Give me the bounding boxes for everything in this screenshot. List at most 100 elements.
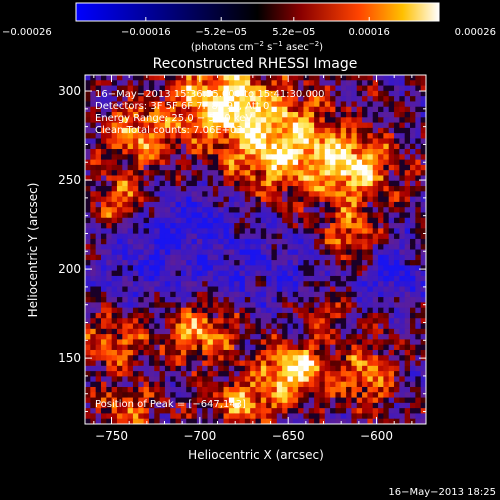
heatmap-cell bbox=[212, 312, 219, 319]
heatmap-cell bbox=[148, 106, 155, 113]
heatmap-cell bbox=[303, 212, 310, 219]
heatmap-cell bbox=[228, 207, 235, 214]
heatmap-cell bbox=[116, 323, 123, 330]
heatmap-cell bbox=[95, 90, 102, 97]
heatmap-cell bbox=[159, 302, 166, 309]
heatmap-cell bbox=[239, 408, 246, 415]
heatmap-cell bbox=[410, 244, 416, 251]
heatmap-cell bbox=[191, 207, 198, 214]
heatmap-cell bbox=[85, 244, 91, 251]
heatmap-cell bbox=[154, 217, 161, 224]
heatmap-cell bbox=[191, 371, 198, 378]
heatmap-cell bbox=[351, 223, 358, 229]
heatmap-cell bbox=[372, 392, 379, 399]
heatmap-cell bbox=[255, 138, 262, 145]
heatmap-cell bbox=[148, 238, 155, 245]
heatmap-cell bbox=[191, 334, 198, 340]
heatmap-cell bbox=[255, 143, 262, 150]
heatmap-cell bbox=[159, 344, 166, 351]
heatmap-cell bbox=[90, 408, 97, 415]
heatmap-cell bbox=[170, 402, 177, 409]
heatmap-cell bbox=[186, 260, 193, 266]
heatmap-cell bbox=[116, 344, 123, 351]
heatmap-cell bbox=[180, 138, 187, 145]
heatmap-cell bbox=[212, 80, 219, 87]
heatmap-cell bbox=[287, 201, 294, 208]
heatmap-cell bbox=[340, 154, 347, 161]
heatmap-cell bbox=[228, 386, 235, 393]
heatmap-cell bbox=[362, 233, 368, 240]
heatmap-cell bbox=[90, 413, 97, 420]
heatmap-cell bbox=[122, 334, 129, 340]
heatmap-cell bbox=[138, 143, 145, 150]
heatmap-cell bbox=[196, 381, 203, 388]
heatmap-cell bbox=[388, 180, 395, 187]
heatmap-cell bbox=[383, 223, 390, 229]
heatmap-cell bbox=[180, 291, 187, 298]
heatmap-cell bbox=[148, 80, 155, 87]
heatmap-cell bbox=[298, 323, 305, 330]
heatmap-cell bbox=[116, 339, 123, 346]
heatmap-cell bbox=[202, 85, 209, 92]
heatmap-cell bbox=[122, 96, 129, 103]
heatmap-cell bbox=[170, 371, 177, 378]
heatmap-cell bbox=[324, 360, 331, 367]
heatmap-cell bbox=[207, 233, 214, 240]
heatmap-cell bbox=[292, 191, 299, 198]
heatmap-cell bbox=[239, 127, 246, 134]
heatmap-cell bbox=[420, 207, 426, 214]
heatmap-cell bbox=[287, 112, 294, 118]
heatmap-cell bbox=[260, 143, 267, 150]
heatmap-cell bbox=[111, 365, 118, 372]
heatmap-cell bbox=[100, 344, 107, 351]
heatmap-cell bbox=[410, 318, 416, 325]
heatmap-cell bbox=[191, 238, 198, 245]
heatmap-cell bbox=[308, 408, 315, 415]
heatmap-cell bbox=[250, 328, 257, 335]
heatmap-cell bbox=[383, 397, 390, 404]
heatmap-cell bbox=[228, 275, 235, 282]
heatmap-cell bbox=[100, 238, 107, 245]
heatmap-cell bbox=[388, 302, 395, 309]
heatmap-cell bbox=[388, 328, 395, 335]
heatmap-cell bbox=[362, 85, 368, 92]
heatmap-cell bbox=[164, 180, 171, 187]
heatmap-cell bbox=[292, 291, 299, 298]
heatmap-cell bbox=[95, 381, 102, 388]
heatmap-cell bbox=[180, 249, 187, 256]
heatmap-cell bbox=[100, 249, 107, 256]
heatmap-cell bbox=[212, 408, 219, 415]
heatmap-cell bbox=[175, 307, 182, 314]
heatmap-cell bbox=[314, 418, 321, 424]
heatmap-cell bbox=[95, 154, 102, 161]
heatmap-cell bbox=[415, 291, 422, 298]
heatmap-cell bbox=[218, 175, 225, 182]
heatmap-cell bbox=[260, 323, 267, 330]
heatmap-cell bbox=[106, 408, 113, 415]
heatmap-cell bbox=[127, 365, 134, 372]
heatmap-cell bbox=[212, 402, 219, 409]
heatmap-cell bbox=[383, 302, 390, 309]
heatmap-cell bbox=[287, 149, 294, 155]
heatmap-cell bbox=[228, 96, 235, 103]
heatmap-cell bbox=[298, 196, 305, 203]
heatmap-cell bbox=[415, 143, 422, 150]
heatmap-cell bbox=[191, 233, 198, 240]
heatmap-cell bbox=[159, 233, 166, 240]
heatmap-cell bbox=[314, 138, 321, 145]
heatmap-cell bbox=[298, 328, 305, 335]
heatmap-cell bbox=[132, 117, 139, 124]
heatmap-cell bbox=[164, 101, 171, 108]
heatmap-cell bbox=[186, 408, 193, 415]
heatmap-cell bbox=[239, 201, 246, 208]
heatmap-cell bbox=[175, 365, 182, 372]
heatmap-cell bbox=[85, 381, 91, 388]
heatmap-cell bbox=[378, 101, 384, 108]
heatmap-cell bbox=[420, 244, 426, 251]
heatmap-cell bbox=[127, 207, 134, 214]
heatmap-cell bbox=[164, 265, 171, 272]
heatmap-cell bbox=[255, 196, 262, 203]
heatmap-cell bbox=[148, 386, 155, 393]
heatmap-cell bbox=[335, 223, 342, 229]
heatmap-cell bbox=[266, 418, 273, 424]
